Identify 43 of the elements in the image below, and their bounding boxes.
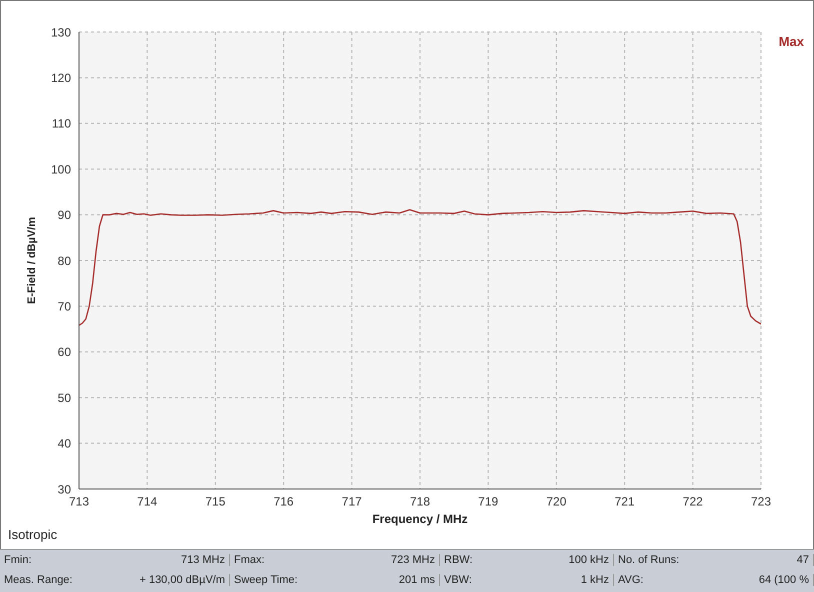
x-tick-label: 718 <box>410 494 430 509</box>
y-tick-label: 100 <box>50 162 72 176</box>
text: 1 kHz <box>506 574 614 586</box>
text: Fmin: <box>3 554 32 566</box>
text: 713 MHz <box>70 554 230 566</box>
y-tick-label: 70 <box>58 299 72 314</box>
y-axis-title: E-Field / dBµV/m <box>26 216 38 304</box>
text: 201 ms <box>310 574 440 586</box>
y-tick-label: 130 <box>50 25 72 40</box>
text: RBW: <box>443 554 474 566</box>
text: 723 MHz <box>310 554 440 566</box>
x-tick-label: 719 <box>478 494 499 509</box>
text: Max <box>778 34 804 49</box>
y-tick-label: 80 <box>58 254 72 268</box>
x-tick-label: 722 <box>682 494 704 509</box>
text: Fmax: <box>233 554 266 566</box>
y-tick-label: 50 <box>58 390 72 405</box>
text: Sweep Time: <box>233 574 299 586</box>
text: + 130,00 dBµV/m <box>139 574 225 586</box>
x-tick-label: 720 <box>546 494 567 509</box>
text: 100 kHz <box>506 554 614 566</box>
x-tick-label: 715 <box>205 494 226 509</box>
text: Meas. Range: <box>3 574 72 586</box>
x-axis-title: Frequency / MHz <box>372 512 468 526</box>
text: 64 (100 % <box>704 574 814 586</box>
y-tick-label: 90 <box>58 208 72 222</box>
y-tick-label: 110 <box>52 116 72 131</box>
x-tick-label: 721 <box>614 494 635 509</box>
x-tick-label: 723 <box>750 494 772 509</box>
text: Isotropic <box>8 527 58 542</box>
x-tick-label: 714 <box>137 494 158 509</box>
y-tick-label: 30 <box>58 482 72 496</box>
text: 47 <box>704 554 814 566</box>
text: AVG: <box>617 574 644 586</box>
x-tick-label: 717 <box>342 494 362 509</box>
y-tick-label: 120 <box>50 70 72 85</box>
x-tick-label: 713 <box>68 494 90 509</box>
text: VBW: <box>443 574 473 586</box>
text: No. of Runs: <box>617 554 680 566</box>
y-tick-label: 40 <box>58 436 72 451</box>
x-tick-label: 716 <box>274 494 294 509</box>
line-series <box>79 209 761 326</box>
y-tick-label: 60 <box>58 345 72 360</box>
